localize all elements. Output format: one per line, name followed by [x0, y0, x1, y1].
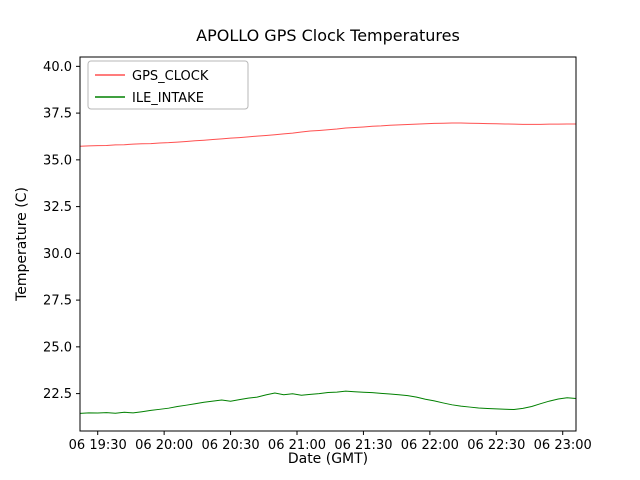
- x-tick-label-3: 06 21:00: [268, 438, 326, 453]
- x-tick-label-7: 06 23:00: [534, 438, 592, 453]
- series-line-gps_clock: [79, 122, 576, 147]
- series-line-ile_intake: [79, 390, 577, 414]
- y-axis-label: Temperature (C): [14, 187, 30, 302]
- x-tick-label-6: 06 22:30: [467, 438, 525, 453]
- x-tick-label-5: 06 22:00: [401, 438, 459, 453]
- x-tick-label-0: 06 19:30: [69, 438, 127, 453]
- y-tick-label-0: 22.5: [43, 387, 72, 402]
- y-tick-label-5: 35.0: [43, 153, 72, 168]
- y-tick-label-6: 37.5: [43, 107, 72, 122]
- y-tick-label-7: 40.0: [43, 60, 72, 75]
- x-tick-label-4: 06 21:30: [334, 438, 392, 453]
- plot-area: [80, 57, 576, 431]
- legend-label-gps-clock: GPS_CLOCK: [132, 69, 209, 84]
- y-tick-label-1: 25.0: [43, 340, 72, 355]
- x-tick-label-2: 06 20:30: [202, 438, 260, 453]
- axes-border: [79, 56, 577, 432]
- y-tick-label-4: 32.5: [43, 200, 72, 215]
- y-tick-label-3: 30.0: [43, 247, 72, 262]
- plot-content: 06 19:30 06 20:00 06 20:30 06 21:00 06 21:30…: [43, 60, 592, 453]
- chart-title: APOLLO GPS Clock Temperatures: [196, 26, 460, 45]
- x-axis-label: Date (GMT): [288, 451, 368, 467]
- y-tick-label-2: 27.5: [43, 294, 72, 309]
- legend-label-ile-intake: ILE_INTAKE: [132, 91, 204, 106]
- legend: GPS_CLOCK ILE_INTAKE: [87, 60, 249, 110]
- x-tick-label-1: 06 20:00: [135, 438, 193, 453]
- legend-box: [87, 60, 249, 110]
